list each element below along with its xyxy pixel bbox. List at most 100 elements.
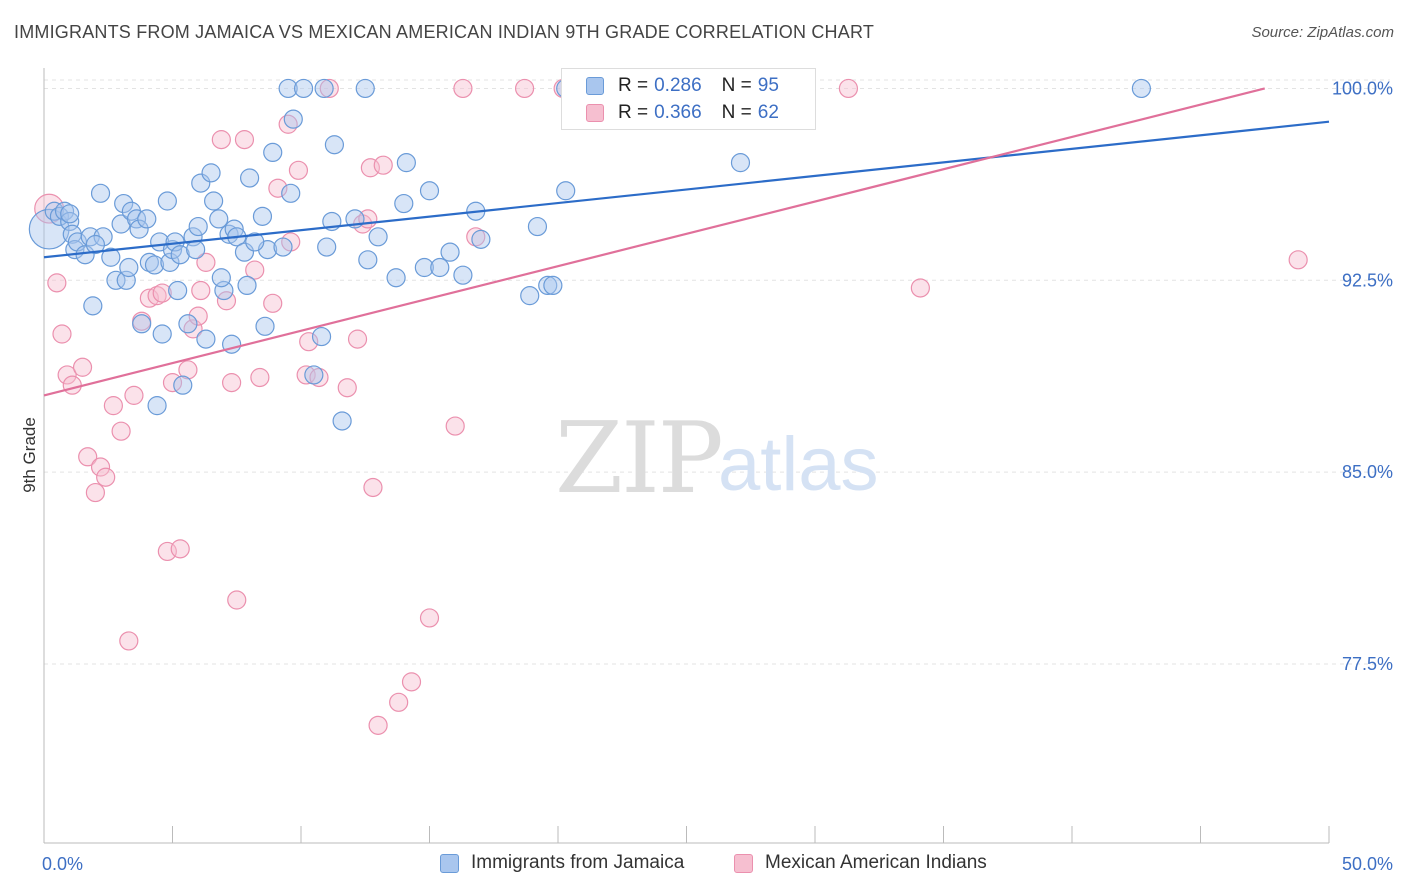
data-point [114,193,134,214]
data-point [368,715,388,735]
tick-labels: 77.5% 85.0% 92.5% 100.0% 0.0% 50.0% 9th Grade [20,78,1393,874]
data-point [60,204,80,224]
data-point [52,324,72,344]
data-point [910,278,930,298]
legend-n-label: N = [721,102,752,123]
data-point [283,109,303,129]
data-point [520,286,540,306]
data-point [47,273,67,293]
legend-n-value: 62 [757,102,779,123]
data-point [211,130,231,150]
trend-line [43,87,1266,397]
data-point [538,275,558,296]
watermark: ZIP atlas [555,402,879,516]
data-point [111,421,131,441]
watermark-zip: ZIP [555,402,722,516]
data-point [368,227,388,247]
data-point [471,229,491,249]
chart-title: IMMIGRANTS FROM JAMAICA VS MEXICAN AMERI… [14,22,875,42]
y-tick-label: 77.5% [1342,654,1393,674]
data-point [188,216,208,237]
data-point [101,247,121,267]
legend-label-mexican-american-indians: Mexican American Indians [765,852,987,873]
watermark-atlas: atlas [718,422,879,507]
data-point [124,385,144,405]
legend-r-label: R = [618,102,649,123]
data-point [414,257,434,278]
data-point [255,316,275,336]
data-point [250,367,270,388]
data-point [132,314,152,334]
data-point [419,608,440,628]
data-point [152,283,172,303]
data-point [57,365,77,385]
data-point [93,227,113,247]
axes [43,68,1330,844]
legend-r-label: R = [618,75,649,96]
data-point [396,153,416,173]
data-point [1131,78,1151,99]
data-point [186,240,206,260]
data-point [111,214,131,234]
data-point [201,163,221,183]
y-axis-label: 9th Grade [20,417,39,493]
y-tick-label: 100.0% [1332,78,1393,98]
data-point [304,365,324,385]
data-point [245,232,265,252]
data-point [85,482,106,503]
legend-swatch-blue [440,853,459,873]
data-point [139,288,159,308]
data-point [119,631,139,651]
data-point [78,447,98,467]
data-point [281,183,301,203]
series-legend: Immigrants from Jamaica Mexican American… [0,852,1406,878]
data-point [252,206,273,226]
data-point [394,193,414,214]
data-point [196,252,216,272]
data-point [317,237,337,257]
data-point [453,265,473,285]
data-point [543,275,563,296]
data-point [168,280,188,301]
stats-legend: R = 0.286 N = 95 R = 0.366 N = 62 [561,68,816,130]
data-point [54,201,75,221]
data-point [144,255,165,275]
data-point [240,168,260,188]
data-point [355,78,375,99]
data-point [152,324,172,344]
data-point [234,130,255,150]
data-point [358,250,378,270]
data-point [838,78,859,99]
data-point [389,692,409,712]
data-point [83,296,103,316]
data-point [419,181,440,201]
data-point [332,411,352,431]
data-point [222,373,242,393]
legend-label-jamaica: Immigrants from Jamaica [471,852,685,873]
data-point [263,293,283,313]
legend-swatch-pink [586,104,604,122]
data-point [401,672,422,692]
data-point [466,227,486,247]
data-point [157,191,177,211]
data-point [311,326,332,347]
data-point [324,135,345,155]
legend-r-value: 0.286 [654,75,702,96]
data-point [234,242,255,262]
data-point [527,216,548,237]
legend-swatch-blue [586,77,604,95]
data-point [386,268,406,288]
data-point [188,306,208,326]
data-point [173,375,193,395]
y-tick-label: 92.5% [1342,270,1393,290]
data-point [314,78,334,99]
data-point [106,270,126,290]
data-point [170,539,190,559]
data-point [309,367,329,388]
data-point [191,173,211,193]
data-point [204,191,224,211]
data-point [183,319,203,339]
data-point [178,360,198,380]
data-point [268,178,288,198]
